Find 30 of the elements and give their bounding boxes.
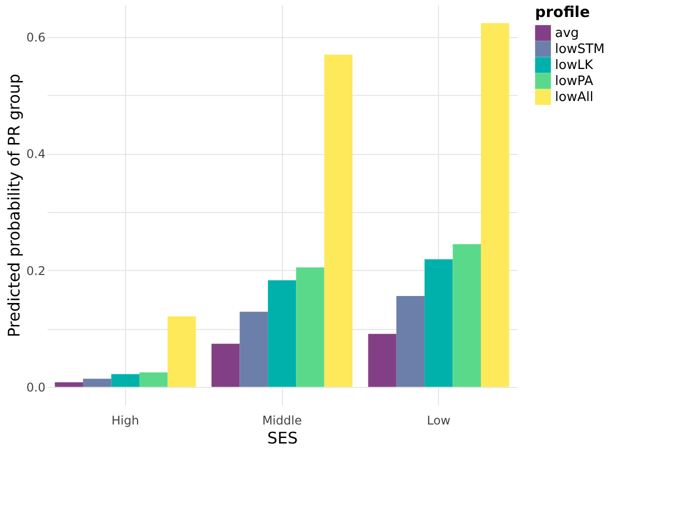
legend-label: avg (555, 26, 579, 41)
legend-label: lowPA (555, 74, 594, 89)
y-tick-label: 0.2 (26, 264, 46, 278)
bar (111, 374, 140, 387)
bar (424, 259, 453, 387)
bar (324, 54, 352, 387)
bar (368, 334, 396, 387)
y-tick-label: 0.0 (26, 380, 46, 394)
bar (268, 280, 296, 387)
y-tick-label: 0.6 (26, 30, 46, 45)
bar (212, 344, 240, 387)
bar (240, 312, 268, 387)
bar (139, 372, 168, 387)
bar (168, 316, 196, 387)
legend-label: lowSTM (555, 42, 605, 57)
y-axis-title: Predicted probability of PR group (4, 74, 24, 338)
legend-label: lowLK (555, 58, 594, 73)
bar (452, 244, 481, 387)
bar (396, 296, 425, 387)
x-axis-title: SES (267, 428, 298, 448)
legend-title: profile (535, 3, 590, 21)
bar (480, 23, 510, 387)
bar (83, 378, 112, 387)
bar (54, 382, 84, 387)
x-tick-label: High (112, 414, 140, 428)
x-tick-label: Low (426, 414, 451, 428)
bar (296, 267, 324, 387)
legend-label: lowAll (555, 90, 594, 105)
x-tick-label: Middle (262, 414, 302, 428)
y-tick-label: 0.4 (26, 147, 46, 162)
